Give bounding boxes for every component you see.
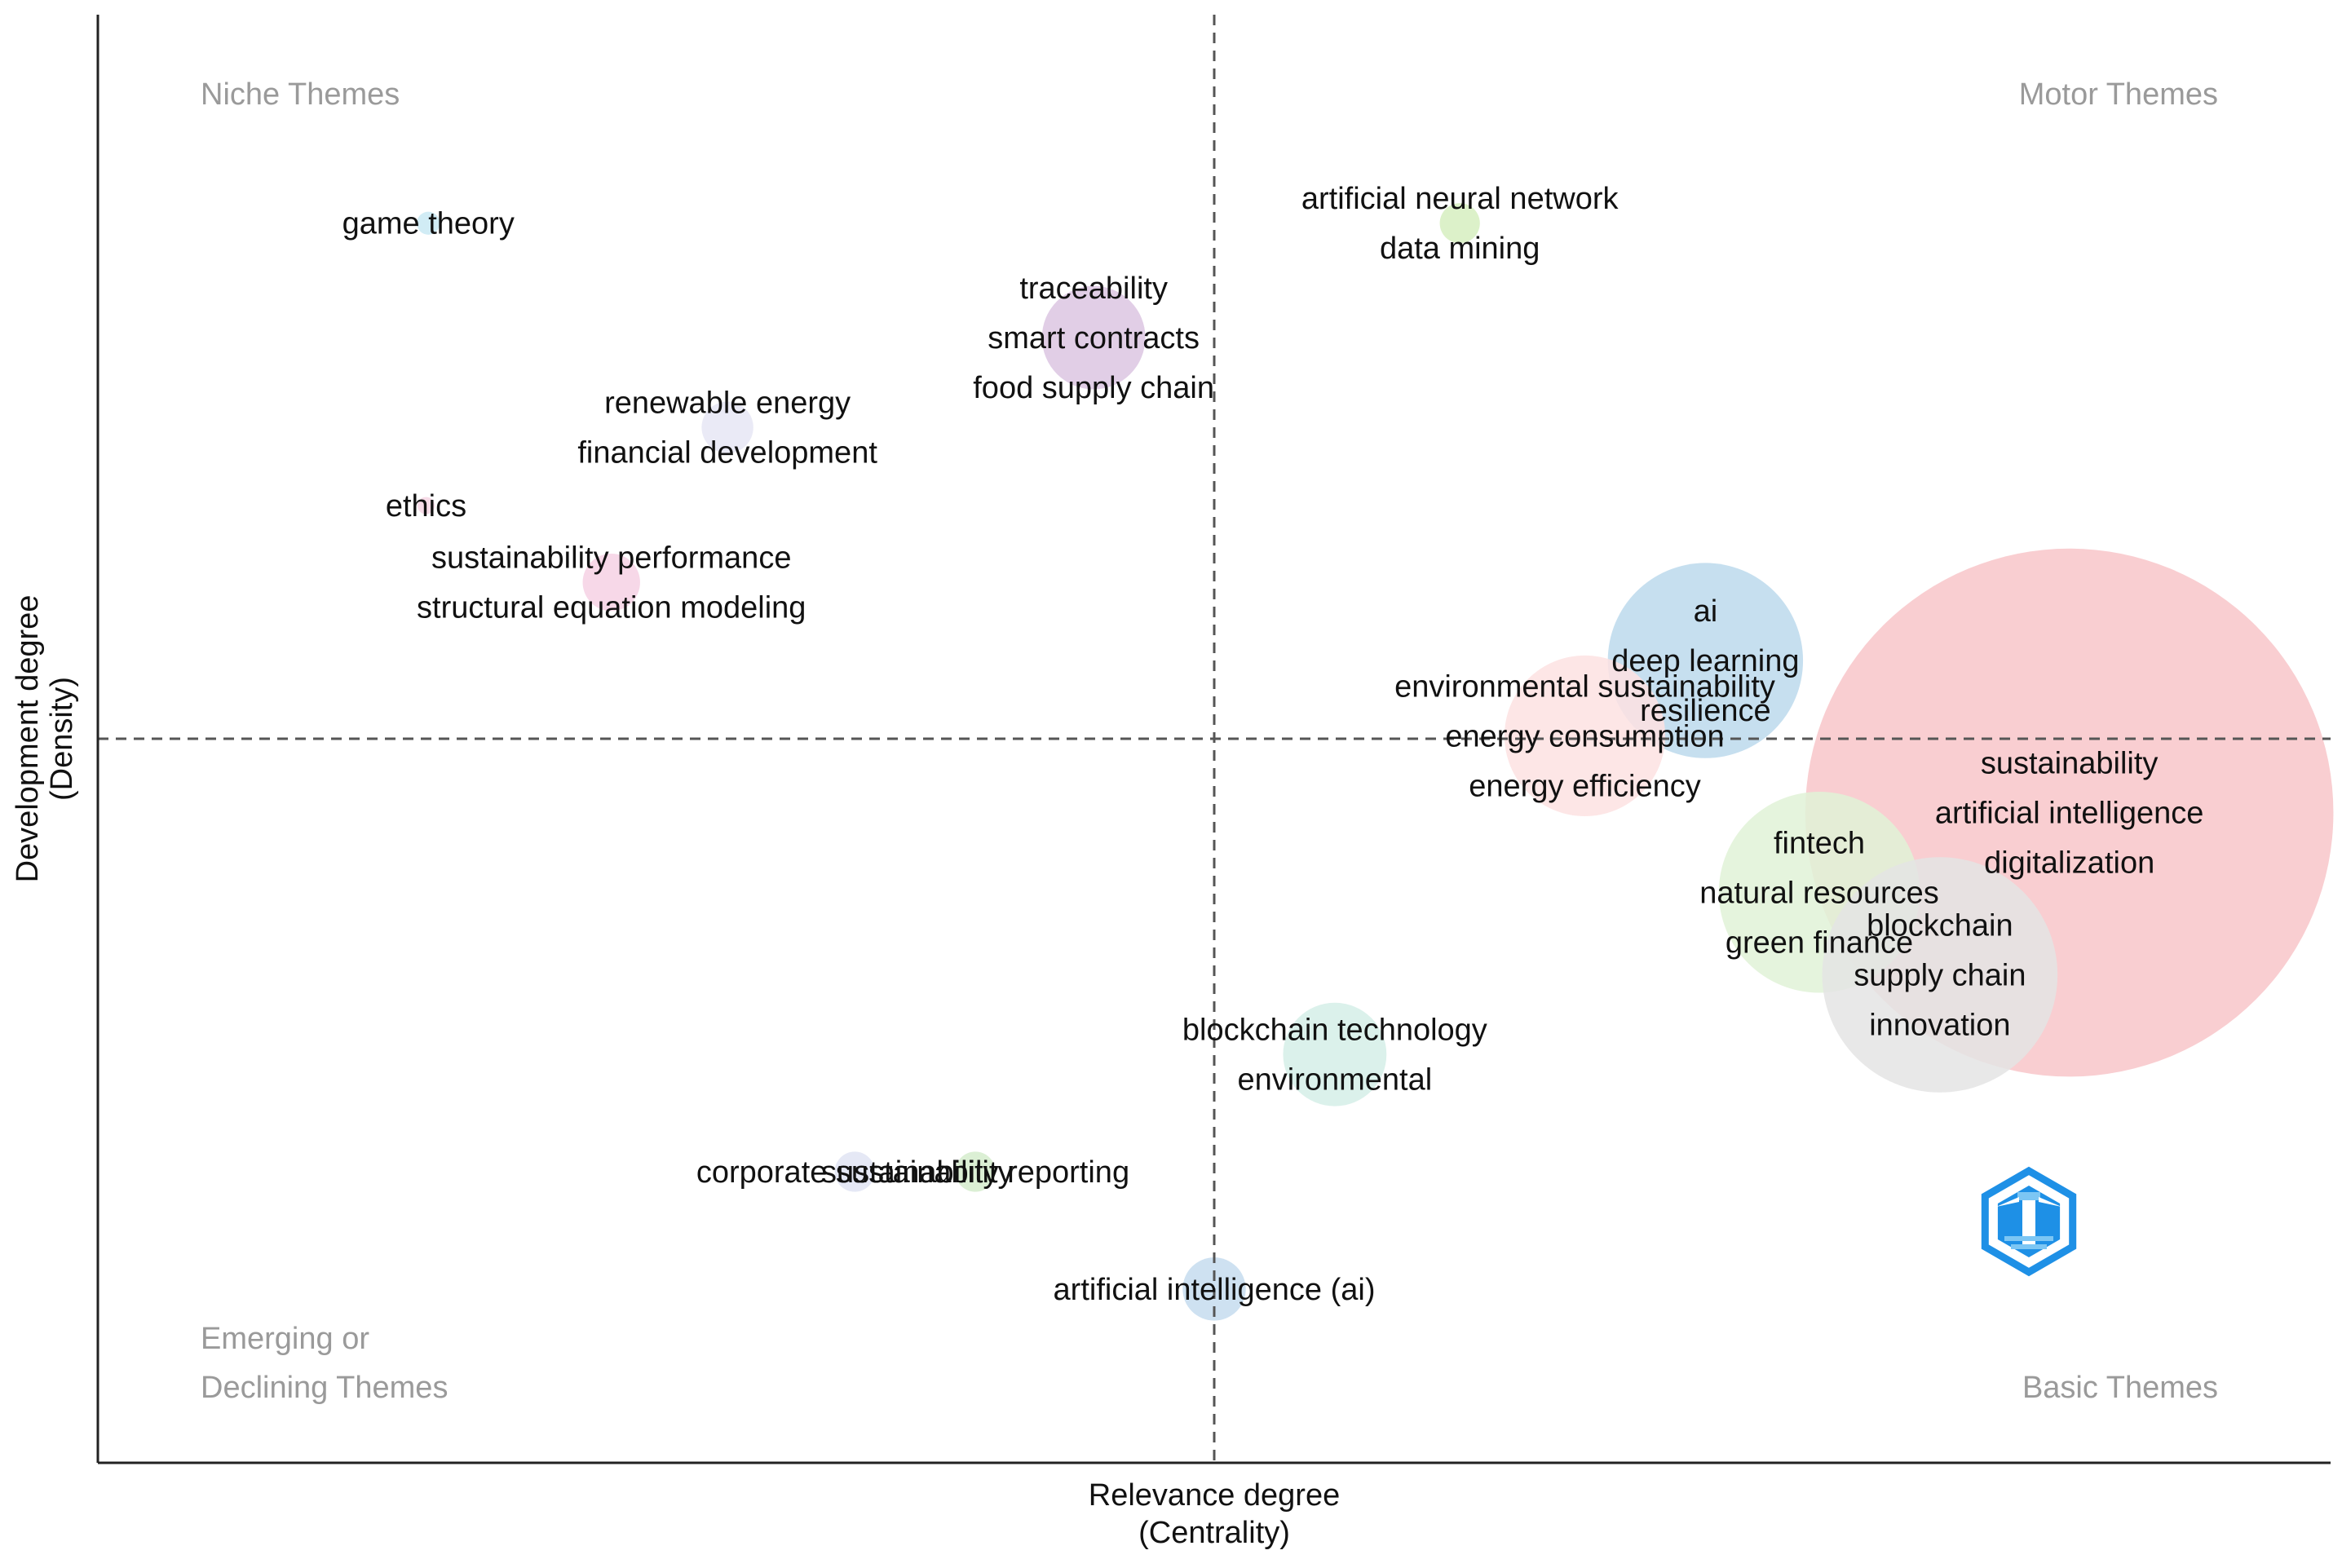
cluster-label: sustainability performance <box>431 541 791 576</box>
cluster-label: ai <box>1694 594 1718 629</box>
bubble-blockchain <box>1822 857 2058 1093</box>
y-axis-title: (Density) <box>45 677 79 801</box>
cluster-label: environmental sustainability <box>1394 669 1775 704</box>
cluster-label: sustainability reporting <box>821 1155 1129 1190</box>
quadrant-labels: Niche Themes Motor Themes Emerging or Decli… <box>201 77 2218 1405</box>
x-axis-title: Relevance degree <box>1089 1478 1340 1513</box>
axes: Relevance degree(Centrality) Development … <box>11 15 2331 1550</box>
bubble-ethics <box>417 497 435 515</box>
cluster-label: fintech <box>1774 826 1865 860</box>
cluster-label: digitalization <box>1984 846 2154 881</box>
cluster-bubbles <box>417 203 2334 1321</box>
bubble-renewable-energy <box>701 401 753 453</box>
cluster-label: blockchain <box>1867 909 2013 943</box>
cluster-label: natural resources <box>1699 876 1939 910</box>
cluster-label: food supply chain <box>973 371 1214 405</box>
x-axis-title: (Centrality) <box>1138 1516 1290 1550</box>
cluster-label: sustainability <box>1981 747 2159 781</box>
bubble-game-theory <box>417 211 440 235</box>
quadrant-dividers <box>98 15 2331 1463</box>
bubble-blockchain-technology <box>1283 1002 1387 1106</box>
quadrant-label-top-left: Niche Themes <box>201 77 400 112</box>
y-axis-title: Development degree <box>11 595 45 883</box>
cluster-label: renewable energy <box>604 386 851 421</box>
cluster-label: artificial intelligence (ai) <box>1054 1273 1376 1307</box>
cluster-label: resilience <box>1640 694 1771 728</box>
cluster-label: ethics <box>386 489 466 523</box>
quadrant-label-bottom-left: Emerging or <box>201 1322 369 1356</box>
bubble-corporate-sustainability <box>834 1151 875 1192</box>
cluster-label: artificial intelligence <box>1935 797 2204 831</box>
quadrant-label-bottom-right: Basic Themes <box>2022 1371 2218 1405</box>
publisher-logo <box>1981 1166 2077 1277</box>
cluster-label: data mining <box>1380 232 1540 266</box>
quadrant-label-top-right: Motor Themes <box>2019 77 2218 112</box>
cluster-label: supply chain <box>1854 959 2026 993</box>
bubble-sustainability-performance <box>582 553 640 612</box>
bubble-traceability <box>1041 285 1146 390</box>
cluster-label: energy consumption <box>1445 719 1724 753</box>
cluster-label: environmental <box>1238 1063 1433 1098</box>
cluster-label: energy efficiency <box>1469 769 1700 803</box>
cluster-label: financial development <box>577 436 877 470</box>
cluster-label: game theory <box>342 207 515 241</box>
bubble-environmental-sustainability <box>1504 655 1666 817</box>
cluster-label: traceability <box>1019 272 1168 306</box>
cluster-label: artificial neural network <box>1301 182 1620 216</box>
lighthouse-hexagon-icon <box>1981 1166 2077 1277</box>
cluster-label: corporate sustainability <box>696 1155 1014 1190</box>
cluster-label: blockchain technology <box>1182 1014 1487 1048</box>
quadrant-label-bottom-left: Declining Themes <box>201 1371 448 1405</box>
cluster-labels: game theory artificial neural network data… <box>342 182 2204 1307</box>
cluster-label: green finance <box>1726 925 1913 960</box>
cluster-label: deep learning <box>1611 644 1799 678</box>
bubble-artificial-neural-network <box>1439 203 1480 244</box>
cluster-label: smart contracts <box>988 321 1200 356</box>
bubble-sustainability-reporting <box>955 1151 996 1192</box>
cluster-label: innovation <box>1869 1009 2010 1043</box>
cluster-label: structural equation modeling <box>417 591 806 625</box>
